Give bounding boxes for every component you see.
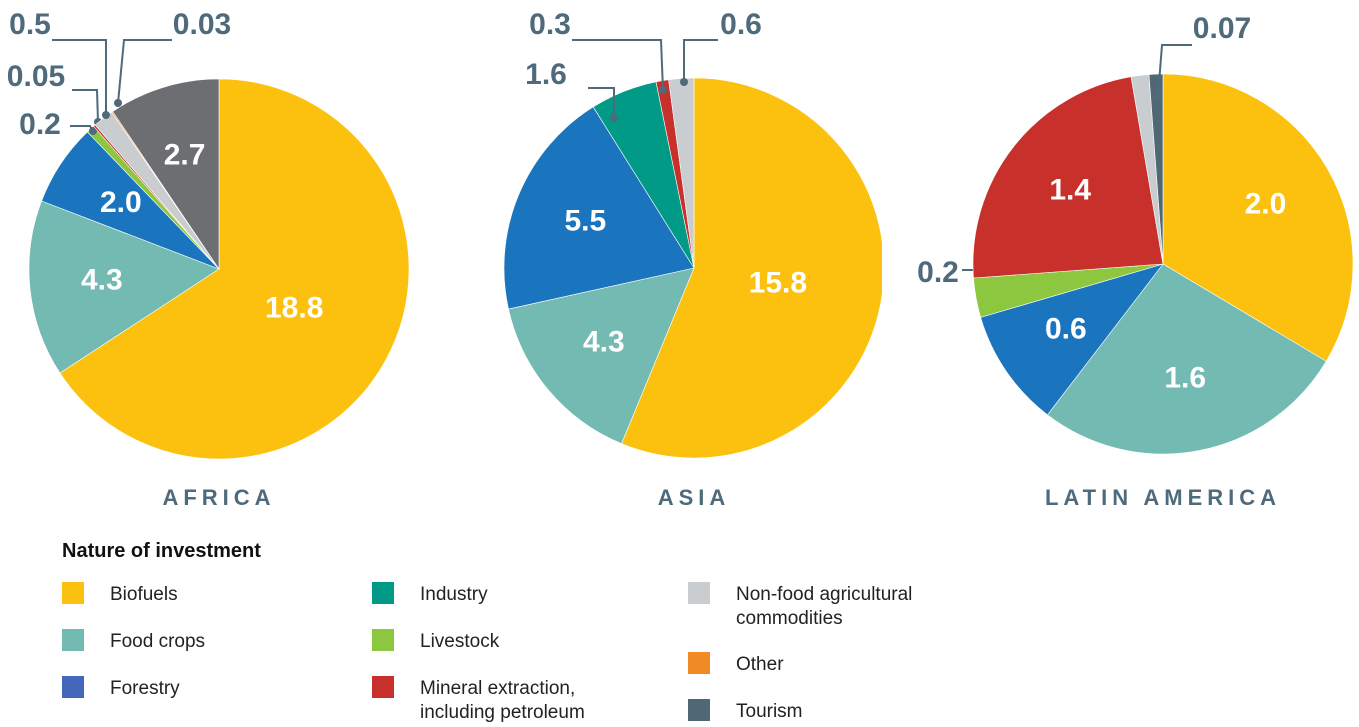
pie-slice [28, 200, 220, 374]
legend-label: Tourism [736, 701, 803, 722]
value-label: 0.6 [720, 8, 762, 41]
value-label: 15.8 [749, 267, 807, 300]
value-label: 0.2 [19, 108, 61, 141]
leader-dot [680, 78, 688, 86]
pie-slice [503, 106, 695, 310]
legend-label: Industry [420, 584, 488, 605]
leader-line [72, 89, 99, 123]
value-label: 2.0 [100, 186, 142, 219]
leader-dot [610, 114, 618, 122]
pie-group [503, 77, 882, 459]
value-label: 5.5 [564, 204, 606, 237]
pie-slice [972, 76, 1164, 279]
legend-swatch [372, 629, 394, 651]
value-label: 4.3 [81, 263, 123, 296]
value-label: 2.0 [1245, 188, 1287, 221]
leader-dot [89, 127, 97, 135]
legend-swatch [372, 676, 394, 698]
legend-swatch [372, 582, 394, 604]
legend-label: Other [736, 654, 784, 675]
value-label: 0.03 [173, 8, 231, 41]
value-label: 18.8 [265, 292, 323, 325]
leader-line [117, 39, 172, 104]
value-label: 0.3 [529, 8, 571, 41]
legend-title: Nature of investment [62, 540, 261, 562]
pie-slice [621, 77, 882, 459]
legend-label: Forestry [110, 678, 180, 699]
value-label: 0.07 [1193, 12, 1251, 45]
pie-slice [1047, 263, 1327, 455]
legend-swatch [62, 629, 84, 651]
pie-title: AFRICA [162, 485, 275, 510]
legend-swatch [688, 652, 710, 674]
value-label: 1.4 [1049, 173, 1091, 206]
pie-slice [59, 78, 410, 460]
leader-line [1157, 44, 1192, 97]
legend-swatch [688, 582, 710, 604]
value-label: 2.7 [164, 138, 206, 171]
leader-line [572, 39, 664, 91]
pie-slice [668, 77, 695, 269]
leader-line [683, 39, 718, 82]
pie-slice [112, 78, 220, 270]
value-label: 1.6 [1164, 362, 1206, 395]
pie-slice [980, 263, 1164, 416]
legend-swatch [688, 699, 710, 721]
legend-swatch [62, 676, 84, 698]
leader-dot [1154, 92, 1162, 100]
legend-label: Biofuels [110, 584, 178, 605]
pie-slice [508, 267, 695, 445]
value-label: 0.05 [7, 60, 65, 93]
leader-line [588, 87, 615, 118]
leader-dot [659, 86, 667, 94]
leader-line [52, 39, 107, 115]
value-label: 0.5 [9, 8, 51, 41]
pie-title: LATIN AMERICA [1045, 485, 1281, 510]
value-label: 1.6 [525, 58, 567, 91]
legend-label: Livestock [420, 631, 500, 652]
pie-slice [1148, 73, 1164, 265]
value-label: 0.2 [917, 256, 959, 289]
value-label: 4.3 [583, 326, 625, 359]
legend-label: Food crops [110, 631, 205, 652]
value-label: 0.6 [1045, 313, 1087, 346]
pie-title: ASIA [658, 485, 731, 510]
leader-dot [114, 99, 122, 107]
pie-slice [1162, 73, 1354, 362]
legend-label: Mineral extraction, including petroleum [420, 678, 585, 723]
legend-swatch [62, 582, 84, 604]
leader-dot [102, 111, 110, 119]
legend-label: Non-food agricultural commodities [736, 584, 912, 629]
